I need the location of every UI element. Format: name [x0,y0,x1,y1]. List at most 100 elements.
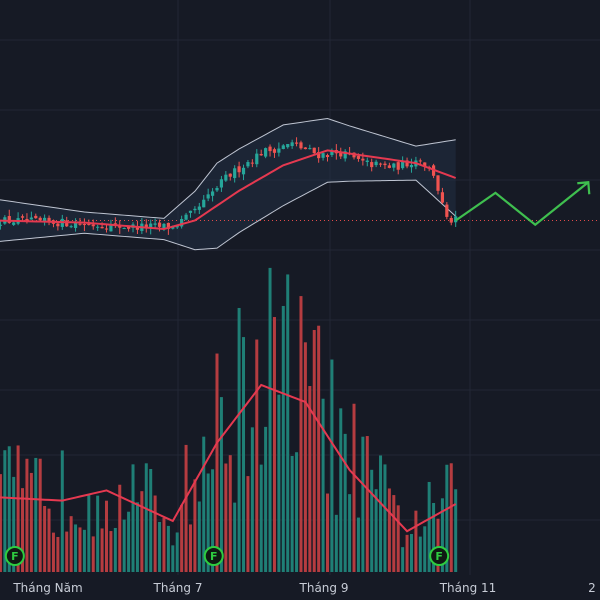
candle-body [299,142,303,149]
volume-bar [268,267,272,572]
candle-body [224,174,228,181]
candle-body [47,217,51,222]
candle-body [436,175,440,191]
candle-body [321,153,325,158]
candle-body [113,223,117,225]
volume-bar [312,330,316,572]
volume-bar [122,519,126,572]
dividend-marker-1 [203,546,224,566]
candle-body [343,151,347,159]
volume-bar [242,337,246,572]
volume-bar [233,502,237,572]
volume-bar [321,398,325,572]
candle-body [268,146,272,152]
candle-body [12,222,16,225]
candle-body [184,214,188,220]
candle-body [78,223,82,225]
dividend-marker-label: F [11,550,19,563]
candle-body [387,165,391,168]
candle-body [294,142,299,144]
volume-bar [317,325,321,572]
candle-body [317,152,321,159]
volume-bar [202,436,206,572]
candle-body [122,228,126,230]
candle-body [210,191,215,196]
candle-body [250,162,254,164]
volume-bar [109,531,113,572]
volume-bar [361,436,365,572]
candle-body [246,162,250,167]
volume-bar [78,527,82,572]
volume-bar [237,307,241,572]
volume-bar [162,517,166,572]
dividend-marker-0 [4,546,25,566]
candle-body [356,156,361,159]
volume-bar [140,491,144,572]
volume-bar [0,474,2,572]
volume-bar [82,529,86,572]
volume-bar [286,274,290,572]
candle-body [440,192,445,203]
volume-bar [418,536,422,572]
candle-body [255,153,259,165]
candle-body [303,147,307,150]
candle-body [188,210,193,213]
candle-body [180,219,184,227]
candle-body [272,149,277,153]
volume-bar [224,463,228,572]
volume-bar [60,450,64,572]
candle-body [228,173,232,177]
candle-body [392,163,396,168]
candle-body [197,206,201,210]
candle-body [330,151,334,155]
candle-body [87,223,91,225]
volume-bar [38,458,42,572]
volume-bar [175,532,179,572]
volume-bar [379,455,383,572]
volume-bar [100,528,104,572]
volume-bar [113,527,117,572]
volume-bar [365,436,369,572]
candle-body [135,226,140,230]
candle-body [361,158,365,161]
volume-bar [259,464,263,572]
volume-bar [396,505,400,572]
volume-bar [193,479,197,572]
candle-body [127,226,131,229]
dividend-marker-2 [429,546,450,566]
volume-bar [43,505,47,572]
volume-bar [348,494,352,572]
volume-bar [409,534,413,572]
volume-bar [51,532,55,572]
volume-bar [370,469,374,572]
volume-bar [326,493,329,572]
volume-bar [188,524,192,572]
candle-body [374,161,378,166]
moving-average-line [0,149,457,231]
volume-bar [290,455,294,572]
volume-bar [166,525,170,572]
volume-bar [436,518,440,572]
volume-bar [29,472,33,572]
volume-bar [127,511,131,572]
volume-bar [295,452,299,572]
candle-body [418,160,422,162]
candle-body [206,194,210,199]
volume-bar [206,473,210,572]
candle-body [339,152,343,157]
candle-body [109,224,113,232]
x-tick-label: Tháng 11 [439,581,497,595]
bollinger-upper-band [0,117,456,219]
candle-body [281,145,285,149]
volume-bar [158,521,162,572]
volume-bar [65,531,69,572]
bollinger-band-fill [0,118,456,250]
volume-bar [387,488,391,572]
candle-body [449,217,453,223]
candle-body [405,160,409,167]
candle-body [370,162,374,168]
volume-bar [414,510,418,572]
volume-bar [21,488,25,572]
volume-bar [215,353,219,572]
